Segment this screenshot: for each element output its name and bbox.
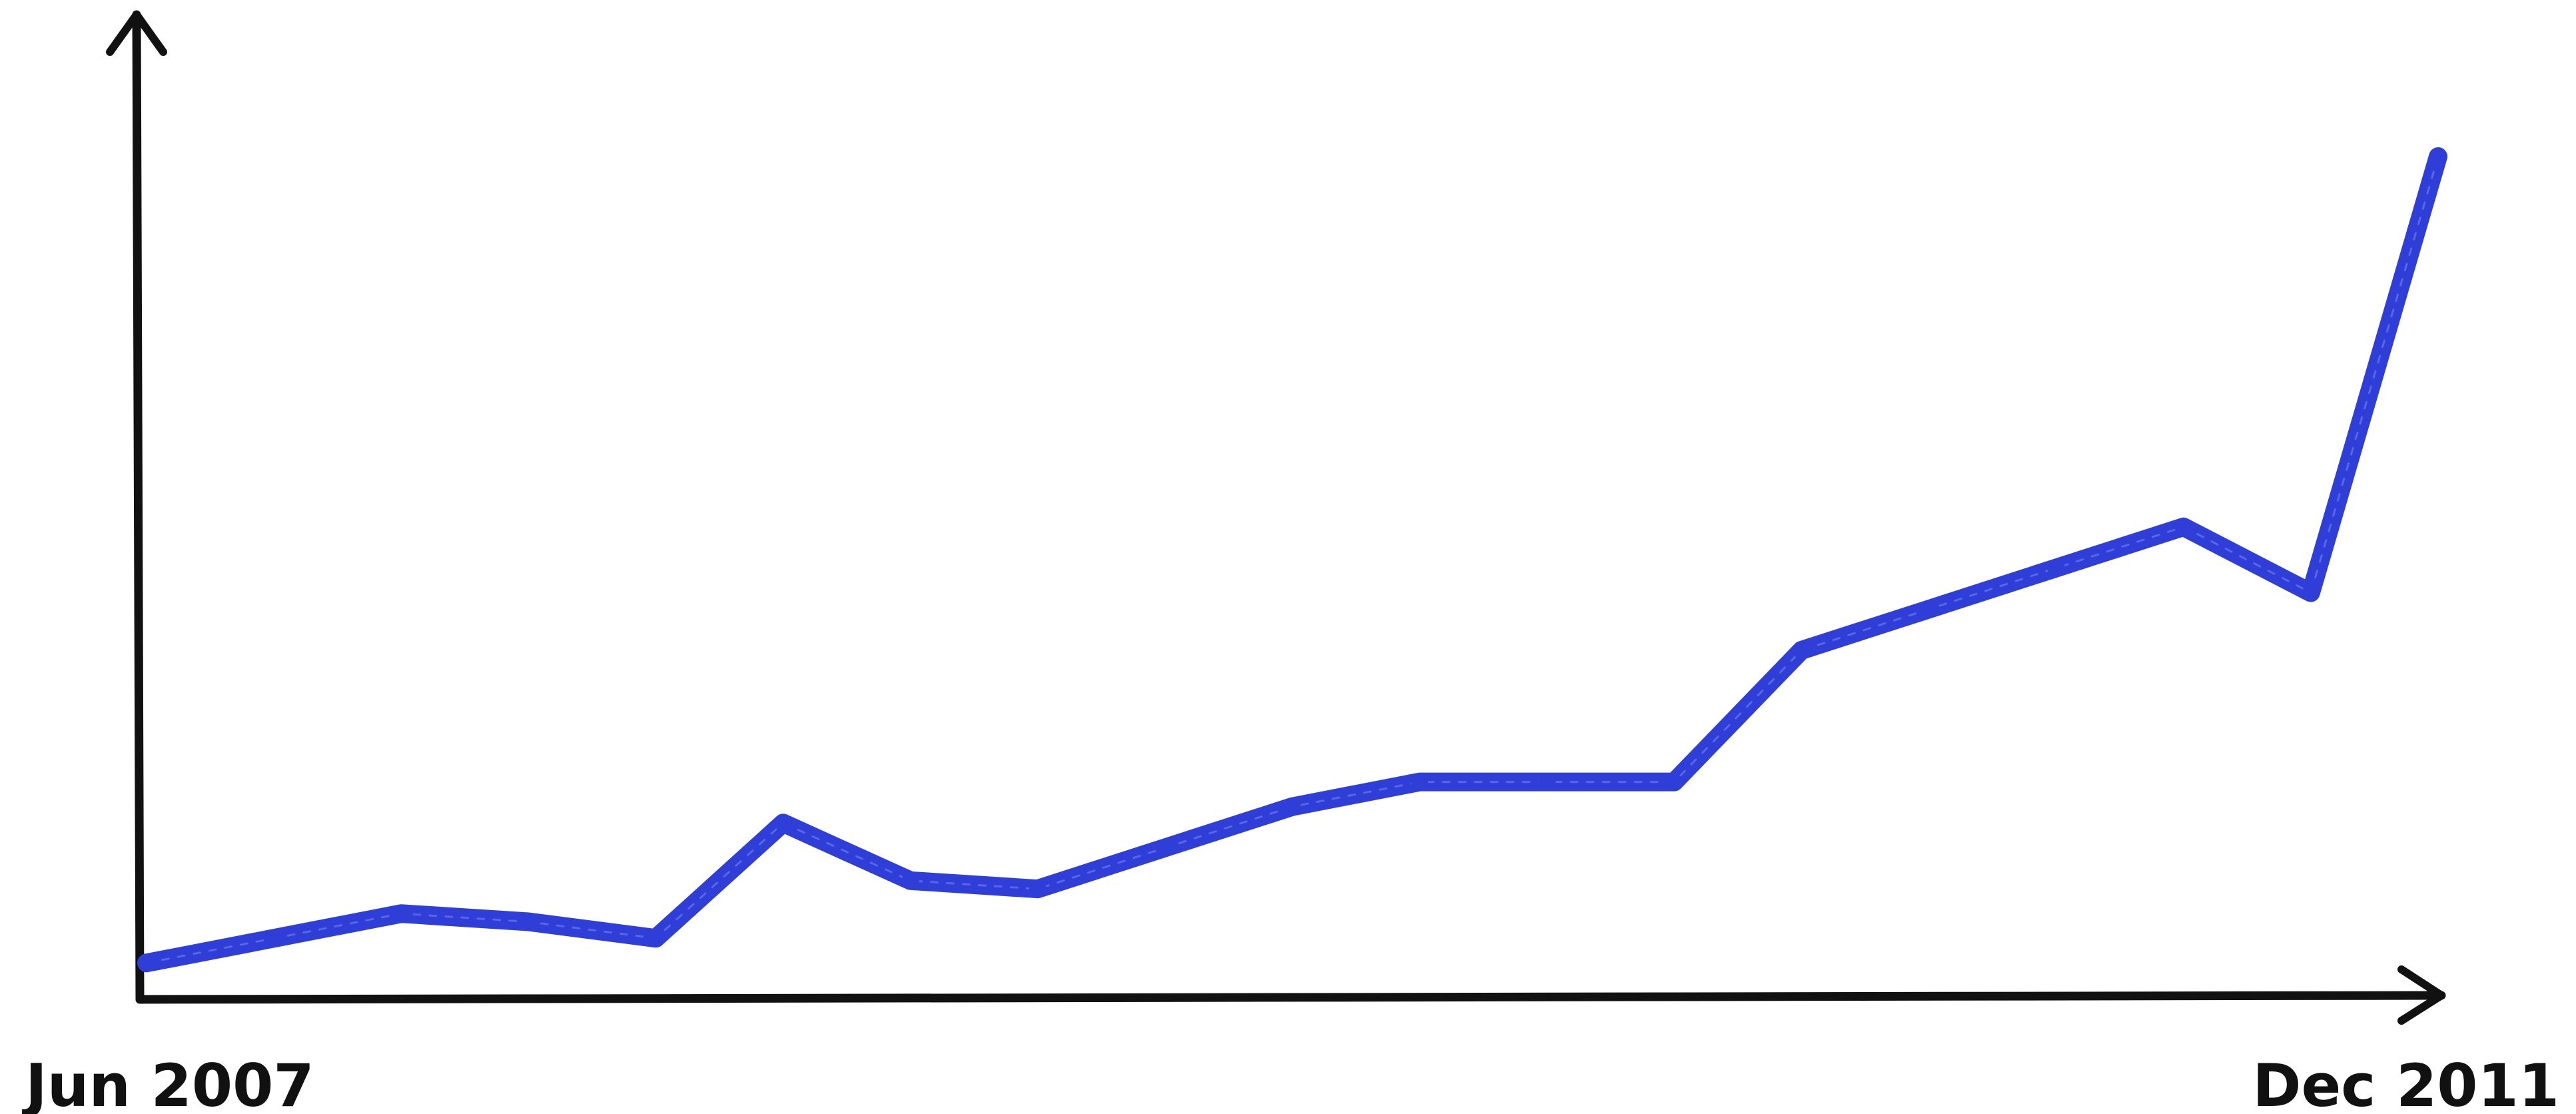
series-group xyxy=(137,147,2447,973)
data-point xyxy=(1920,600,1938,618)
data-point xyxy=(1029,880,1047,898)
data-point xyxy=(265,929,283,947)
data-point xyxy=(774,814,792,832)
data-point xyxy=(520,913,538,931)
data-point xyxy=(1665,773,1683,791)
x-axis-arrowhead xyxy=(2397,965,2445,1025)
data-point xyxy=(2302,584,2320,602)
x-tick-label-end: Dec 2011 xyxy=(2253,1051,2559,1114)
series-line xyxy=(137,147,2447,973)
y-axis-line xyxy=(132,10,145,1004)
data-point xyxy=(901,871,919,889)
y-axis xyxy=(106,10,167,1004)
data-point xyxy=(647,929,665,947)
data-point xyxy=(1156,839,1174,857)
x-axis xyxy=(135,965,2446,1025)
data-point xyxy=(1793,642,1811,659)
data-point xyxy=(138,954,155,972)
x-tick-labels: Jun 2007 Dec 2011 xyxy=(22,1051,2559,1114)
data-point xyxy=(392,905,410,923)
data-point xyxy=(2047,559,2065,577)
x-tick-label-start: Jun 2007 xyxy=(22,1051,314,1114)
data-point xyxy=(1538,773,1556,791)
data-point xyxy=(2429,148,2447,165)
data-point xyxy=(1284,798,1301,816)
data-point xyxy=(1411,773,1429,791)
x-axis-line xyxy=(135,991,2446,1004)
y-axis-arrowhead xyxy=(106,11,167,56)
data-point xyxy=(2174,518,2192,536)
